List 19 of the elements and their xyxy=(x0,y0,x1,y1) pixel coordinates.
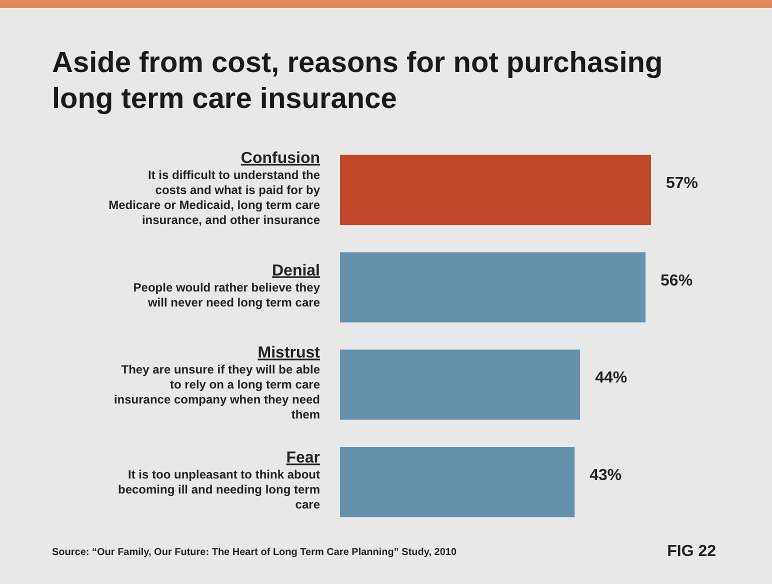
y-tick-label: Confusion xyxy=(240,150,320,167)
bar xyxy=(340,447,575,518)
data-label: 43% xyxy=(590,467,622,484)
text: It is difficult to understand the costs and what is paid for by Medicare or Medicaid, long term care insurance, and other insurance xyxy=(108,168,320,227)
bar xyxy=(340,252,646,322)
chart-title: Aside from cost, reasons for not purchasing long term care insurance xyxy=(52,47,663,115)
source-note: Source: “Our Family, Our Future: The Heart of Long Term Care Planning” Study, 2010 xyxy=(52,547,457,558)
text: It is too unpleasant to think about becoming ill and needing long term care xyxy=(118,468,320,512)
bar xyxy=(340,154,651,225)
bar xyxy=(340,350,580,420)
data-label: 56% xyxy=(660,272,693,290)
data-label: 57% xyxy=(666,174,698,192)
caption: FIG 22 xyxy=(667,543,716,560)
text: People would rather believe they will never need long term care xyxy=(133,280,320,310)
text: They are unsure if they will be able to rely on a long term care insurance company when they need them xyxy=(114,362,320,422)
y-tick-label: Fear xyxy=(286,450,320,467)
y-tick-label: Mistrust xyxy=(258,344,321,362)
data-label: 44% xyxy=(595,370,628,387)
y-tick-label: Denial xyxy=(272,262,320,280)
